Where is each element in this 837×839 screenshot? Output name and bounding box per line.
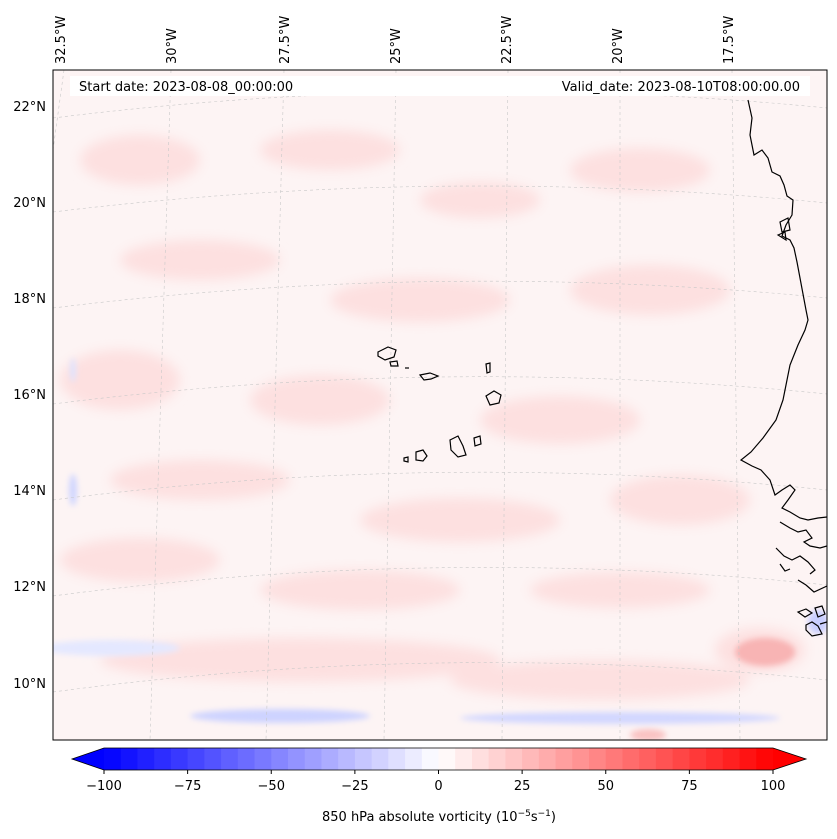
colorbar-tick-label: 50 [597, 779, 614, 794]
colorbar-cell [622, 748, 640, 770]
colorbar-tick-label: 0 [434, 779, 442, 794]
colorbar-cell [221, 748, 239, 770]
colorbar-label-suffix: ) [551, 810, 556, 825]
colorbar-cell [471, 748, 490, 770]
lat-label: 18°N [13, 292, 46, 307]
colorbar-cell [672, 748, 690, 770]
colorbar-tick-label: −100 [86, 779, 122, 794]
lon-label: 27.5°W [278, 16, 293, 64]
colorbar-tick-label: 75 [681, 779, 698, 794]
island-maio [473, 435, 482, 447]
colorbar-cell [538, 748, 557, 770]
colorbar-cell [304, 748, 322, 770]
colorbar-cell [555, 748, 573, 770]
colorbar-cell [722, 748, 741, 770]
lat-label: 14°N [13, 484, 46, 499]
map-panel: Start date: 2023-08-08_00:00:00 Valid_da… [53, 70, 827, 740]
island-sao-vicente [389, 360, 399, 367]
african-coastline [739, 99, 827, 637]
colorbar-cell [455, 748, 473, 770]
map-frame [52, 69, 828, 741]
colorbar-cell [154, 748, 172, 770]
colorbar-cell [572, 748, 590, 770]
positive-vorticity-patches [60, 130, 805, 700]
latitude-labels: 22°N 20°N 18°N 16°N 14°N 12°N 10°N [13, 100, 46, 692]
lon-label: 17.5°W [722, 16, 737, 64]
colorbar-label-unit: s [531, 810, 538, 825]
colorbar: −100 −75 −50 −25 0 25 50 75 100 850 hPa absolute… [70, 747, 808, 825]
colorbar-cell [589, 748, 607, 770]
island-santiago [449, 435, 467, 458]
colorbar-max-extension [773, 748, 806, 770]
lon-label: 32.5°W [54, 16, 69, 64]
colorbar-cell [522, 748, 540, 770]
colorbar-cell [104, 748, 122, 770]
colorbar-cell [405, 748, 423, 770]
island-sao-nicolau [418, 372, 440, 381]
valid-date-label: Valid_date: 2023-08-10T08:00:00.00 [562, 80, 800, 95]
longitude-labels: 32.5°W 30°W 27.5°W 25°W 22.5°W 20°W 17.5… [54, 16, 737, 64]
colorbar-tick-label: −75 [174, 779, 201, 794]
colorbar-cell [321, 748, 339, 770]
colorbar-cell [187, 748, 205, 770]
colorbar-cell [120, 748, 138, 770]
colorbar-cell [689, 748, 707, 770]
colorbar-cell [756, 748, 774, 770]
start-date-label: Start date: 2023-08-08_00:00:00 [79, 80, 293, 95]
colorbar-cell [505, 748, 523, 770]
island-brava [403, 456, 409, 463]
island-santo-antao [377, 346, 397, 361]
colorbar-cell [371, 748, 389, 770]
lon-label: 20°W [611, 28, 626, 64]
colorbar-label-exponent: −5 [518, 809, 531, 819]
colorbar-cell [271, 748, 289, 770]
date-label-strip [70, 76, 810, 96]
colorbar-cell [388, 748, 406, 770]
colorbar-cell [655, 748, 674, 770]
colorbar-cell [421, 748, 439, 770]
colorbar-cell [170, 748, 189, 770]
island-sal [485, 362, 491, 374]
colorbar-cell [204, 748, 222, 770]
lat-label: 10°N [13, 677, 46, 692]
colorbar-cell [488, 748, 506, 770]
colorbar-cell [438, 748, 456, 770]
colorbar-label-prefix: 850 hPa absolute vorticity (10 [322, 810, 518, 825]
colorbar-min-extension [72, 748, 104, 770]
lat-label: 12°N [13, 580, 46, 595]
colorbar-tick-label: −25 [341, 779, 368, 794]
cabo-verde-islands [377, 346, 502, 463]
colorbar-cell [137, 748, 155, 770]
lat-label: 20°N [13, 196, 46, 211]
colorbar-cell [605, 748, 623, 770]
colorbar-ticks: −100 −75 −50 −25 0 25 50 75 100 [86, 770, 785, 794]
lon-label: 30°W [165, 28, 180, 64]
lon-label: 22.5°W [500, 16, 515, 64]
colorbar-cell [739, 748, 757, 770]
lat-label: 16°N [13, 388, 46, 403]
colorbar-cell [237, 748, 256, 770]
colorbar-label: 850 hPa absolute vorticity (10−5s−1) [322, 809, 556, 825]
lat-label: 22°N [13, 100, 46, 115]
colorbar-tick-label: 100 [761, 779, 786, 794]
colorbar-cell [254, 748, 272, 770]
lon-label: 25°W [389, 28, 404, 64]
colorbar-cells [104, 748, 774, 770]
colorbar-cell [287, 748, 306, 770]
colorbar-cell [354, 748, 373, 770]
negative-vorticity-patches [53, 358, 827, 724]
graticule [53, 70, 827, 740]
strong-positive-vorticity [630, 638, 795, 740]
colorbar-tick-label: −50 [258, 779, 285, 794]
island-boa-vista [485, 390, 502, 406]
colorbar-cell [706, 748, 724, 770]
colorbar-label-exponent: −1 [538, 809, 551, 819]
island-fogo [415, 449, 428, 462]
colorbar-tick-label: 25 [514, 779, 531, 794]
colorbar-cell [338, 748, 356, 770]
colorbar-cell [639, 748, 657, 770]
